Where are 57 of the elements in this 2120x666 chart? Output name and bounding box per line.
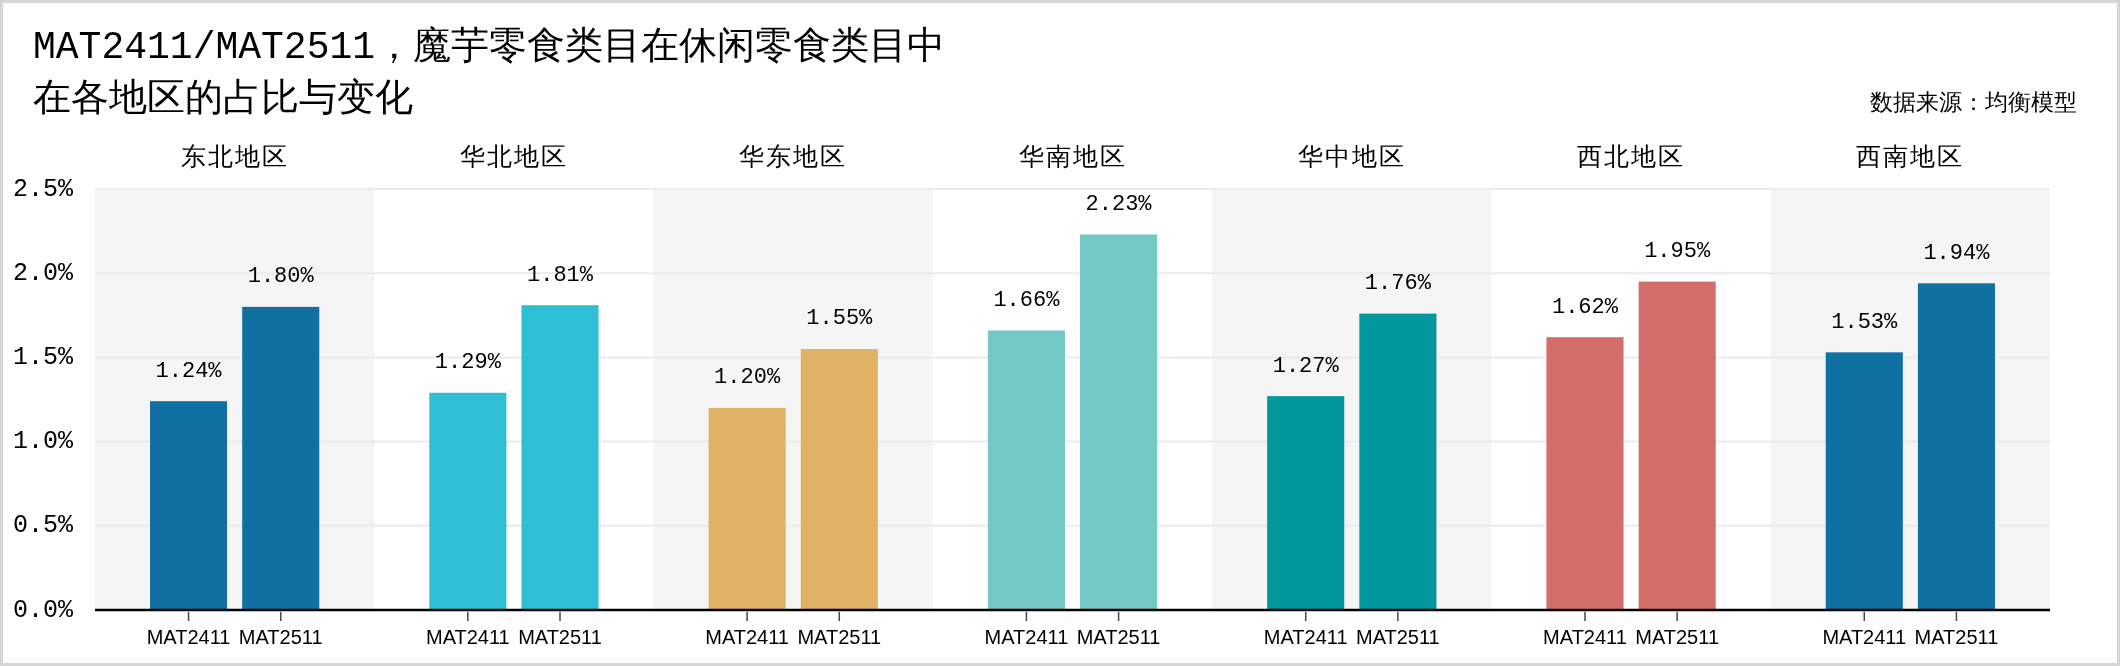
data-label: 1.53% xyxy=(1831,309,1899,335)
bar xyxy=(987,330,1065,610)
y-tick-label: 1.5% xyxy=(12,342,74,372)
text: MAT2511 xyxy=(1076,626,1161,648)
data-label: 1.55% xyxy=(806,306,874,332)
text: MAT2411 xyxy=(1543,626,1627,648)
bar xyxy=(242,306,320,610)
source-note: 数据来源：均衡模型 xyxy=(1870,91,2077,117)
bar xyxy=(1825,352,1903,610)
bar xyxy=(800,348,878,610)
bar xyxy=(1359,313,1437,610)
data-label: 1.29% xyxy=(434,350,502,376)
data-label: 1.95% xyxy=(1644,239,1711,265)
bar xyxy=(708,407,786,610)
bar xyxy=(1080,234,1158,610)
x-tick-label: 华中地区 xyxy=(1297,143,1406,173)
x-tick-label: 西北地区 xyxy=(1577,143,1686,173)
bar xyxy=(1917,283,1995,610)
text: MAT2411 xyxy=(705,626,790,648)
bar xyxy=(1638,281,1716,610)
data-label: 1.20% xyxy=(714,365,781,391)
x-tick-label: 东北地区 xyxy=(180,142,289,173)
text: MAT2511 xyxy=(1635,626,1720,648)
x-tick-label: 华东地区 xyxy=(739,142,848,173)
data-label: 1.80% xyxy=(247,264,315,290)
text: MAT2411 xyxy=(1263,626,1348,648)
data-label: 1.27% xyxy=(1272,353,1340,379)
text: MAT2511 xyxy=(238,626,323,648)
bar xyxy=(150,401,228,610)
data-label: 2.23% xyxy=(1085,191,1153,217)
text: MAT2511 xyxy=(1355,626,1440,648)
x-tick-label: 西南地区 xyxy=(1856,143,1965,173)
bar xyxy=(429,392,507,610)
text: MAT2511 xyxy=(518,626,602,648)
data-label: 1.76% xyxy=(1364,271,1432,297)
x-tick-label: 华南地区 xyxy=(1018,143,1127,173)
y-tick-label: 2.5% xyxy=(12,174,74,204)
text: MAT2411 xyxy=(146,626,231,648)
data-label: 1.81% xyxy=(527,262,594,288)
x-tick-label: 华北地区 xyxy=(459,143,568,173)
text: MAT2411 xyxy=(1822,626,1907,648)
series-label: MAT2411 xyxy=(984,626,1069,648)
text: MAT2511 xyxy=(1914,626,1999,648)
data-label: 1.24% xyxy=(155,358,223,384)
data-label: 1.66% xyxy=(993,287,1061,313)
chart-title: MAT2411/MAT2511，魔芋零食类目在休闲零食类目中在各地区的占比与变化 xyxy=(33,25,947,123)
bar xyxy=(521,305,599,610)
y-tick-label: 0.0% xyxy=(12,595,74,625)
series-label: MAT2511 xyxy=(797,626,882,648)
data-label: 1.94% xyxy=(1923,240,1991,266)
bar xyxy=(1546,337,1624,610)
text: MAT2411 xyxy=(425,626,510,648)
data-label: 1.62% xyxy=(1551,294,1619,320)
y-tick-label: 2.0% xyxy=(12,258,74,288)
y-tick-label: 0.5% xyxy=(12,511,74,541)
bar xyxy=(1267,396,1345,610)
y-tick-label: 1.0% xyxy=(12,427,74,457)
